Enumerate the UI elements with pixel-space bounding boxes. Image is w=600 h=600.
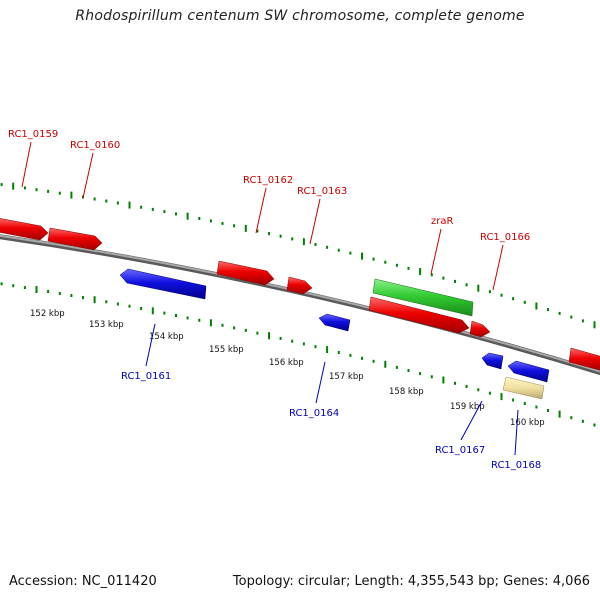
gene-label-zrar[interactable]: zraR bbox=[431, 216, 453, 227]
gene-arrow-reverse[interactable] bbox=[318, 313, 351, 332]
leader-line bbox=[21, 141, 32, 188]
gene-label-rc1-0159[interactable]: RC1_0159 bbox=[8, 129, 58, 140]
gene-label-rc1-0163[interactable]: RC1_0163 bbox=[297, 186, 347, 197]
leader-line bbox=[309, 198, 321, 245]
scale-label: 160 kbp bbox=[510, 418, 545, 428]
gene-arrow-reverse[interactable] bbox=[481, 352, 504, 370]
scale-label: 157 kbp bbox=[329, 372, 364, 382]
scale-label: 154 kbp bbox=[149, 332, 184, 342]
gene-features[interactable] bbox=[0, 218, 600, 400]
upper-tick-track bbox=[0, 182, 596, 329]
leader-line bbox=[492, 244, 504, 291]
scale-label: 155 kbp bbox=[209, 345, 244, 355]
gene-label-rc1-0164[interactable]: RC1_0164 bbox=[289, 408, 339, 419]
leader-line bbox=[145, 323, 156, 367]
gene-arrow-pseudo[interactable] bbox=[502, 376, 545, 400]
leader-line bbox=[315, 361, 326, 404]
leader-line bbox=[430, 228, 442, 275]
leader-line bbox=[255, 187, 267, 234]
accession-label: Accession: NC_011420 bbox=[9, 574, 157, 589]
gene-label-rc1-0168[interactable]: RC1_0168 bbox=[491, 460, 541, 471]
scale-label: 152 kbp bbox=[30, 309, 65, 319]
genome-summary: Topology: circular; Length: 4,355,543 bp… bbox=[232, 574, 590, 589]
gene-arrow-forward[interactable] bbox=[47, 227, 103, 251]
leader-line bbox=[82, 152, 94, 199]
gene-arrow-forward[interactable] bbox=[286, 276, 313, 295]
label-leader-lines bbox=[21, 141, 519, 456]
gene-arrow-forward[interactable] bbox=[0, 218, 49, 241]
gene-arrow-forward[interactable] bbox=[368, 296, 470, 334]
gene-arrow-reverse[interactable] bbox=[507, 360, 550, 383]
gene-label-rc1-0166[interactable]: RC1_0166 bbox=[480, 232, 530, 243]
gene-arrow-zraR[interactable] bbox=[372, 278, 474, 317]
gene-arrow-forward[interactable] bbox=[568, 347, 600, 371]
gene-label-rc1-0161[interactable]: RC1_0161 bbox=[121, 371, 171, 382]
scale-label: 158 kbp bbox=[389, 387, 424, 397]
chromosome-backbone-highlight bbox=[0, 234, 600, 373]
chromosome-backbone bbox=[0, 234, 600, 376]
gene-arrow-forward[interactable] bbox=[216, 260, 275, 286]
lower-tick-track bbox=[0, 282, 596, 427]
map-title: Rhodospirillum centenum SW chromosome, c… bbox=[75, 8, 525, 24]
scale-label: 159 kbp bbox=[450, 402, 485, 412]
gene-label-rc1-0160[interactable]: RC1_0160 bbox=[70, 140, 120, 151]
leader-line bbox=[514, 409, 519, 456]
gene-labels: RC1_0159 RC1_0160 RC1_0162 RC1_0163 zraR… bbox=[8, 129, 541, 471]
scale-labels: 152 kbp 153 kbp 154 kbp 155 kbp 156 kbp … bbox=[30, 309, 545, 428]
gene-arrow-reverse[interactable] bbox=[119, 268, 207, 300]
gene-arrow-forward[interactable] bbox=[469, 320, 491, 338]
scale-label: 153 kbp bbox=[89, 320, 124, 330]
gene-label-rc1-0167[interactable]: RC1_0167 bbox=[435, 445, 485, 456]
gene-label-rc1-0162[interactable]: RC1_0162 bbox=[243, 175, 293, 186]
leader-line bbox=[460, 400, 483, 441]
scale-label: 156 kbp bbox=[269, 358, 304, 368]
